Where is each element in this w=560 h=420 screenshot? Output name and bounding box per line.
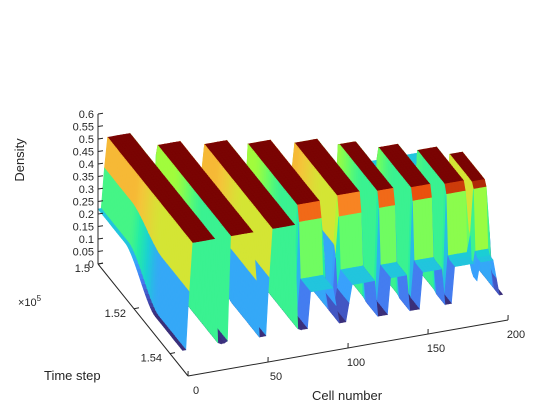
density-surface	[97, 132, 504, 351]
